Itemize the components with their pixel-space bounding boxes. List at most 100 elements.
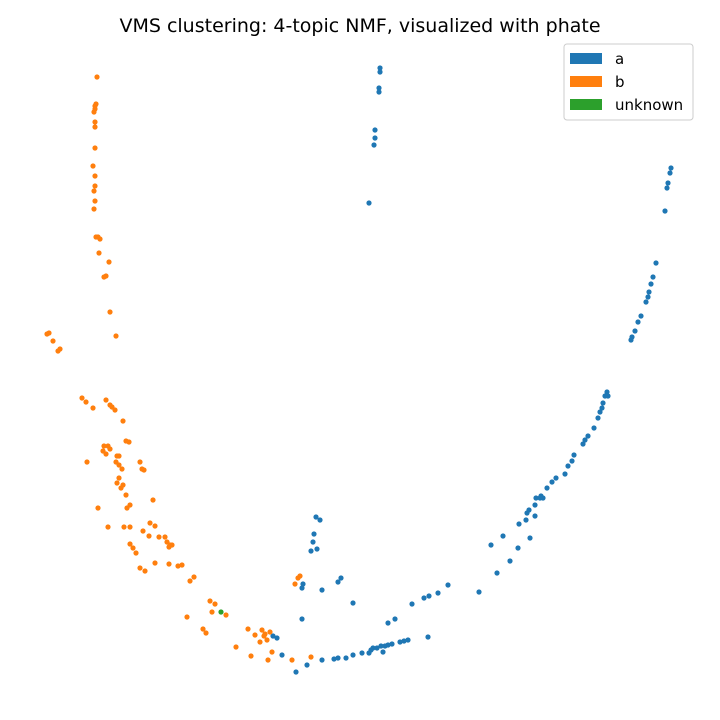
point-a-36 (569, 458, 575, 464)
point-b-16 (97, 236, 103, 242)
point-a-82 (335, 655, 341, 661)
point-b-60 (150, 497, 156, 503)
point-b-17 (96, 250, 102, 256)
legend: a b unknown (563, 43, 694, 121)
point-b-47 (116, 462, 122, 468)
point-a-54 (515, 545, 521, 551)
point-b-77 (152, 560, 158, 566)
point-a-5 (372, 135, 378, 141)
point-a-58 (476, 589, 482, 595)
point-b-55 (118, 485, 124, 491)
point-a-64 (392, 616, 398, 622)
point-a-101 (350, 600, 356, 606)
point-a-102 (299, 616, 305, 622)
point-b-96 (252, 632, 258, 638)
point-a-35 (571, 452, 577, 458)
point-a-33 (582, 437, 588, 443)
point-b-90 (209, 609, 215, 615)
point-a-18 (643, 299, 649, 305)
point-b-92 (184, 614, 190, 620)
point-b-45 (84, 459, 90, 465)
point-a-39 (553, 475, 559, 481)
point-a-27 (600, 400, 606, 406)
point-b-30 (90, 405, 96, 411)
point-b-87 (292, 581, 298, 587)
legend-label-a: a (615, 50, 624, 68)
point-a-73 (378, 643, 384, 649)
point-b-27 (55, 348, 61, 354)
point-a-60 (435, 590, 441, 596)
point-a-45 (540, 495, 546, 501)
point-a-57 (494, 570, 500, 576)
point-a-32 (585, 433, 591, 439)
point-a-2 (376, 85, 382, 91)
point-b-104 (269, 649, 275, 655)
point-b-71 (130, 545, 136, 551)
point-a-31 (591, 425, 597, 431)
point-b-48 (119, 466, 125, 472)
point-b-28 (79, 395, 85, 401)
point-b-79 (175, 563, 181, 569)
point-a-91 (313, 514, 319, 520)
point-b-21 (107, 309, 113, 315)
point-b-31 (103, 397, 109, 403)
point-a-11 (664, 185, 670, 191)
point-b-81 (137, 565, 143, 571)
point-a-37 (565, 463, 571, 469)
point-a-28 (599, 405, 605, 411)
point-a-51 (516, 521, 522, 527)
point-b-69 (162, 534, 168, 540)
legend-label-b: b (615, 73, 625, 91)
point-b-106 (308, 654, 314, 660)
point-a-85 (304, 662, 310, 668)
point-a-97 (299, 585, 305, 591)
point-b-88 (207, 598, 213, 604)
point-a-70 (389, 641, 395, 647)
point-b-108 (265, 657, 271, 663)
point-a-62 (421, 595, 427, 601)
point-b-56 (123, 492, 129, 498)
point-a-8 (668, 165, 674, 171)
point-b-38 (101, 443, 107, 449)
point-a-90 (317, 517, 323, 523)
point-b-61 (105, 524, 111, 530)
point-a-83 (331, 656, 337, 662)
point-a-6 (371, 142, 377, 148)
point-a-40 (549, 479, 555, 485)
point-a-14 (650, 274, 656, 280)
point-b-6 (92, 124, 98, 130)
point-a-94 (314, 546, 320, 552)
point-a-23 (628, 337, 634, 343)
point-a-95 (308, 548, 314, 554)
point-b-83 (191, 574, 197, 580)
point-b-5 (92, 119, 98, 125)
point-b-62 (121, 524, 127, 530)
point-a-17 (645, 294, 651, 300)
point-a-98 (338, 575, 344, 581)
point-b-11 (91, 188, 97, 194)
legend-swatch-a (570, 53, 602, 64)
point-a-34 (580, 441, 586, 447)
point-b-53 (114, 480, 120, 486)
point-b-9 (92, 173, 98, 179)
point-b-7 (92, 145, 98, 151)
point-b-93 (200, 626, 206, 632)
point-a-89 (279, 652, 285, 658)
point-b-76 (133, 550, 139, 556)
point-b-86 (295, 575, 301, 581)
point-b-52 (116, 475, 122, 481)
point-a-61 (426, 593, 432, 599)
point-a-7 (366, 200, 372, 206)
point-b-10 (92, 183, 98, 189)
chart-title: VMS clustering: 4-topic NMF, visualized … (119, 15, 600, 37)
point-b-66 (140, 528, 146, 534)
point-a-20 (635, 319, 641, 325)
point-b-24 (46, 330, 52, 336)
point-a-87 (274, 635, 280, 641)
legend-swatch-b (570, 76, 602, 87)
point-b-101 (264, 637, 270, 643)
point-a-69 (397, 639, 403, 645)
point-b-35 (120, 418, 126, 424)
point-b-44 (116, 453, 122, 459)
